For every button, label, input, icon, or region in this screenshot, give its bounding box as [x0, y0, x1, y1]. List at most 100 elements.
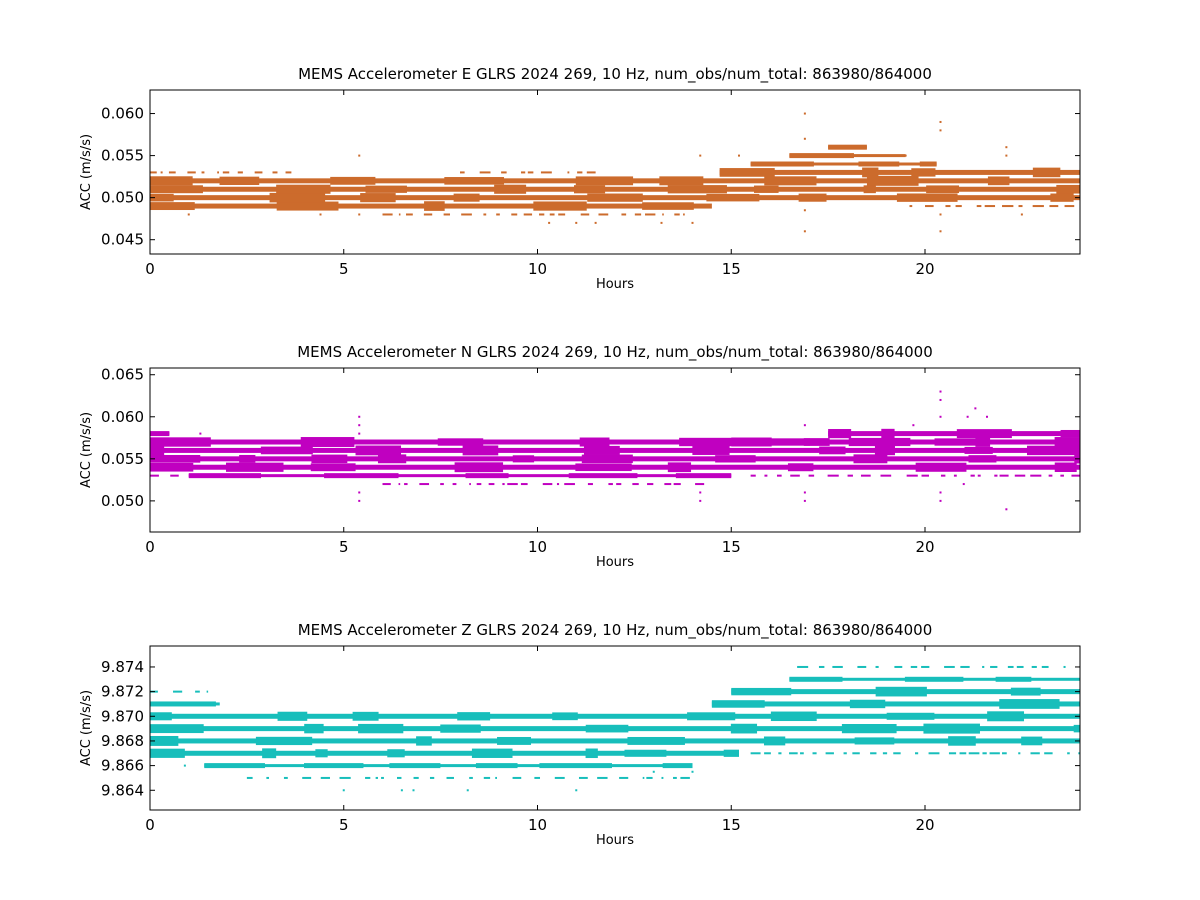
- x-tick-label-4: 20: [915, 816, 934, 834]
- data-point-run: [857, 665, 867, 668]
- data-point-1: [187, 213, 190, 216]
- data-band-bulge: [568, 473, 638, 479]
- data-point-run: [520, 483, 528, 486]
- data-band-bulge: [849, 699, 886, 709]
- data-point-run: [976, 205, 982, 208]
- y-tick-label-3: 0.065: [101, 366, 144, 384]
- y-tick-label-2: 9.868: [101, 732, 144, 750]
- data-band-bulge: [387, 749, 405, 758]
- data-point-run: [1016, 665, 1024, 668]
- data-point-run: [750, 474, 756, 477]
- data-point-run: [283, 776, 288, 779]
- data-point-4: [575, 789, 578, 792]
- data-band-bulge: [987, 176, 1010, 186]
- data-band-bulge: [995, 676, 1032, 682]
- data-point-run: [523, 213, 533, 216]
- data-point-run: [750, 752, 761, 755]
- data-point-run: [984, 205, 996, 208]
- data-point-run: [521, 171, 526, 174]
- data-band-bulge: [150, 193, 174, 202]
- data-band-4: [150, 439, 1080, 445]
- data-point-15: [939, 120, 942, 123]
- data-band-bulge: [789, 153, 854, 159]
- data-point-run: [645, 213, 656, 216]
- data-band-bulge: [675, 473, 732, 479]
- data-point-run: [1018, 205, 1023, 208]
- data-point-run: [970, 474, 975, 477]
- y-axis-label: ACC (m/s/s): [79, 134, 94, 210]
- data-point-9: [691, 221, 694, 224]
- data-point-22: [904, 154, 907, 157]
- data-band-bulge: [416, 736, 432, 746]
- chart-panel-0: 0 5 10 15 20 0.045 0.050 0.055 0.060 MEMS Acceler…: [79, 65, 1081, 292]
- data-point-0: [342, 789, 345, 792]
- data-point-run: [539, 213, 545, 216]
- data-band-bulge: [934, 438, 989, 446]
- data-band-bulge: [575, 176, 634, 186]
- data-point-run: [476, 483, 482, 486]
- data-band-bulge: [862, 438, 885, 446]
- data-point-run: [832, 665, 843, 668]
- data-band-bulge: [188, 473, 262, 479]
- y-tick-label-0: 0.050: [101, 492, 144, 510]
- data-band-bulge: [627, 736, 685, 745]
- data-point-13: [803, 230, 806, 233]
- data-band-bulge: [881, 428, 895, 439]
- data-point-run: [507, 483, 518, 486]
- data-point-run: [662, 213, 664, 216]
- data-point-run: [187, 171, 196, 174]
- data-point-run: [921, 474, 929, 477]
- data-band-bulge: [276, 184, 331, 194]
- data-band-bulge: [723, 749, 739, 757]
- data-point-run: [237, 171, 243, 174]
- data-point-3: [358, 491, 361, 494]
- data-point-run: [398, 483, 401, 486]
- x-tick-label-1: 5: [339, 816, 349, 834]
- data-band-bulge: [579, 437, 610, 447]
- data-point-run: [564, 483, 575, 486]
- data-band-bulge: [770, 711, 817, 722]
- data-band-bulge: [1026, 445, 1080, 456]
- data-point-run: [320, 776, 330, 779]
- data-band-bulge: [304, 723, 324, 734]
- x-tick-label-2: 10: [528, 816, 547, 834]
- data-point-11: [803, 499, 806, 502]
- data-band-bulge: [315, 749, 328, 758]
- x-tick-label-3: 15: [722, 538, 741, 556]
- data-point-1: [400, 789, 403, 792]
- data-point-run: [1002, 205, 1014, 208]
- data-point-run: [452, 483, 457, 486]
- data-point-run: [1060, 474, 1064, 477]
- data-point-3: [466, 789, 469, 792]
- data-point-22: [912, 424, 915, 427]
- data-point-run: [646, 776, 653, 779]
- plot-frame: [149, 645, 1081, 811]
- chart-panel-1: 0 5 10 15 20 0.050 0.055 0.060 0.065 MEMS Acceler…: [79, 343, 1081, 570]
- data-point-run: [790, 474, 800, 477]
- data-band-bulge: [956, 429, 1012, 439]
- data-band-bulge: [731, 687, 792, 696]
- data-point-6: [652, 770, 655, 773]
- data-point-7: [691, 770, 694, 773]
- data-band-bulge: [926, 185, 960, 194]
- data-layer: [150, 112, 1080, 233]
- data-point-run: [598, 213, 609, 216]
- data-band-0: [188, 474, 732, 478]
- data-point-run: [959, 752, 967, 755]
- data-band-bulge: [999, 699, 1060, 709]
- data-point-run: [495, 776, 497, 779]
- data-point-run: [1014, 474, 1026, 477]
- data-point-21: [1005, 508, 1008, 511]
- data-point-16: [939, 129, 942, 132]
- data-point-run: [1002, 752, 1007, 755]
- x-tick-label-3: 15: [722, 816, 741, 834]
- data-point-run: [673, 483, 681, 486]
- data-point-run: [423, 213, 433, 216]
- data-band-bulge: [277, 711, 308, 721]
- data-band-bulge: [150, 437, 211, 447]
- data-band-bulge: [919, 161, 937, 167]
- data-band-bulge: [444, 177, 505, 185]
- data-band-bulge: [225, 462, 284, 472]
- data-point-run: [461, 213, 472, 216]
- data-point-18: [974, 407, 977, 410]
